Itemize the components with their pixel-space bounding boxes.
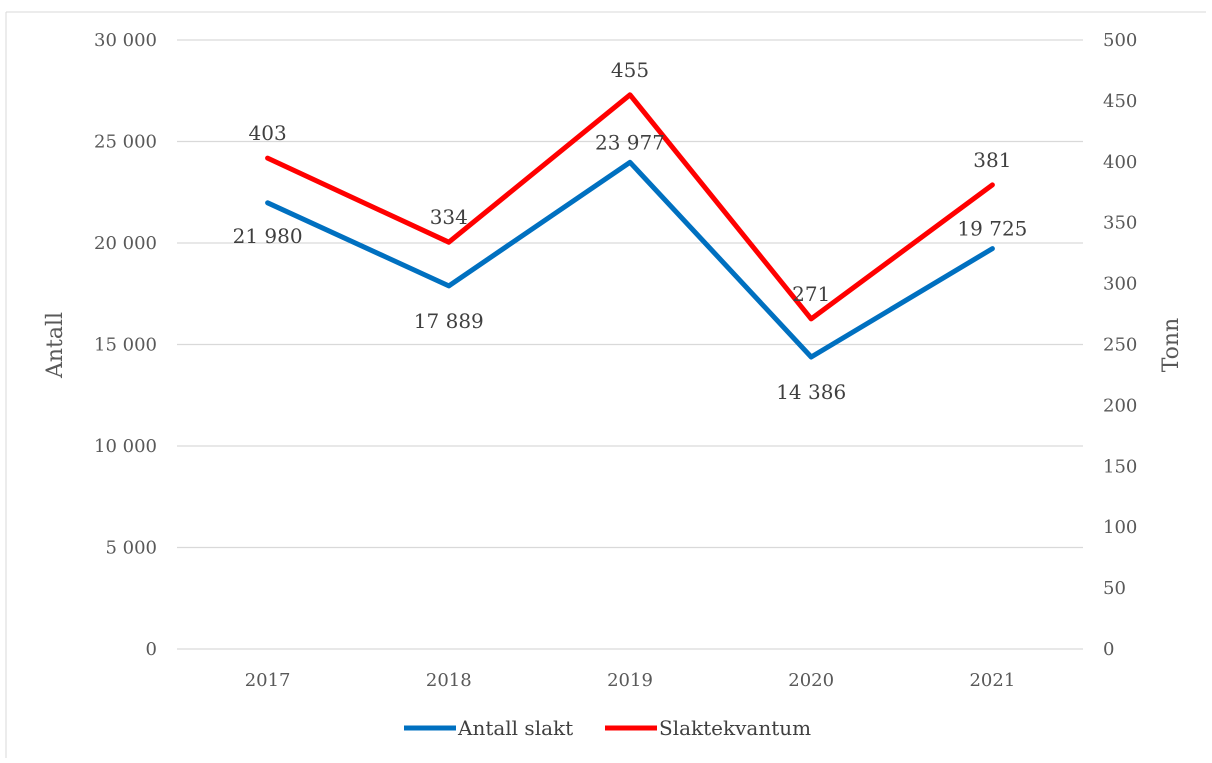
y2-axis-title: Tonn [1159,318,1184,373]
data-label: 271 [792,282,830,306]
y2-tick-label: 300 [1103,274,1137,295]
data-label: 334 [430,205,468,229]
legend: Antall slakt Slaktekvantum [404,716,811,740]
y-tick-label: 15 000 [94,335,157,356]
legend-label-slaktekvantum: Slaktekvantum [659,716,811,740]
legend-label-antall-slakt: Antall slakt [457,716,573,740]
data-label: 455 [611,58,649,82]
y2-tick-label: 50 [1103,578,1126,599]
y-tick-label: 20 000 [94,233,157,254]
data-label: 403 [249,121,287,145]
data-labels: 21 980 17 889 23 977 14 386 19 725 403 334 455 2… [233,58,1028,404]
data-label: 14 386 [776,380,846,404]
y-tick-label: 0 [146,639,157,660]
series-line-slaktekvantum [265,92,995,322]
x-tick-label: 2020 [788,670,834,691]
y-axis-ticks: 0 5 000 10 000 15 000 20 000 25 000 30 000 [94,30,157,660]
y2-tick-label: 200 [1103,395,1137,416]
y-tick-label: 10 000 [94,436,157,457]
data-label: 17 889 [414,309,484,333]
y2-tick-label: 400 [1103,152,1137,173]
x-tick-label: 2021 [969,670,1015,691]
x-tick-label: 2018 [426,670,472,691]
data-label: 19 725 [957,217,1027,241]
x-axis-ticks: 2017 2018 2019 2020 2021 [245,670,1016,691]
x-tick-label: 2017 [245,670,291,691]
series-line-antall-slakt [265,159,995,360]
y2-tick-label: 500 [1103,30,1137,51]
y-axis-title: Antall [43,312,68,379]
series-lines [265,92,995,360]
y-tick-label: 25 000 [94,132,157,153]
gridlines [177,39,1083,650]
y2-tick-label: 250 [1103,335,1137,356]
data-label: 21 980 [233,224,303,248]
y2-tick-label: 350 [1103,213,1137,234]
y2-tick-label: 450 [1103,91,1137,112]
y2-tick-label: 0 [1103,639,1114,660]
y-tick-label: 30 000 [94,30,157,51]
y2-tick-label: 100 [1103,517,1137,538]
y2-tick-label: 150 [1103,456,1137,477]
y-tick-label: 5 000 [105,538,157,559]
data-label: 381 [973,148,1011,172]
y2-axis-ticks: 0 50 100 150 200 250 300 350 400 450 500 [1103,30,1137,660]
x-tick-label: 2019 [607,670,653,691]
data-label: 23 977 [595,130,665,154]
